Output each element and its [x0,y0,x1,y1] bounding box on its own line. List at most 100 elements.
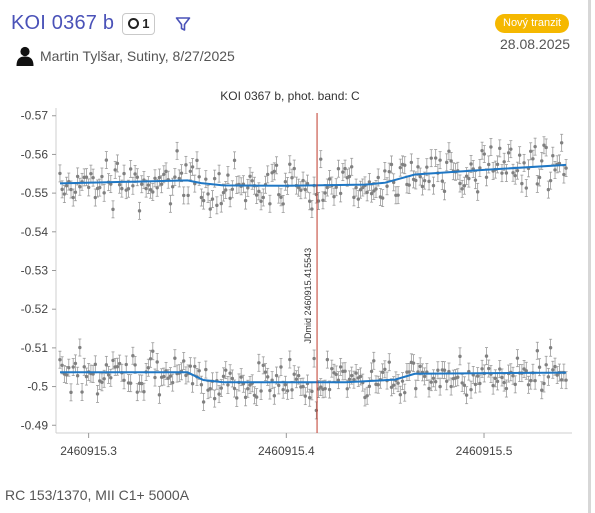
data-point [347,377,352,382]
data-point [184,373,188,378]
data-point [533,144,537,149]
data-point [354,371,358,375]
data-point [325,185,330,190]
data-point [195,158,199,163]
data-point [126,187,131,191]
data-point [429,380,433,384]
observation-count-button[interactable]: 1 [122,12,156,35]
data-point [131,354,135,358]
data-point [111,207,115,212]
data-point [336,378,341,382]
data-point [246,186,250,190]
data-point [564,378,568,382]
data-point [542,143,546,147]
data-point [84,175,89,179]
data-point [327,177,332,181]
data-point [349,373,354,378]
data-point [433,156,438,160]
data-point [462,383,467,388]
data-point [418,174,422,179]
data-point [261,363,265,368]
data-point [153,375,157,380]
data-point [208,207,212,211]
data-point [361,185,365,190]
data-point [460,381,464,385]
data-point [199,195,204,200]
data-point [217,392,221,396]
data-point [173,356,177,360]
data-point [449,384,453,389]
data-point [140,381,144,386]
data-point [71,365,75,369]
data-point [166,376,170,380]
data-point [380,370,385,375]
data-point [272,394,277,398]
data-point [115,161,120,166]
data-point [495,162,500,167]
data-point [310,207,314,211]
data-point [500,375,504,380]
y-tick-label: -0.53 [21,264,49,278]
data-point [316,199,321,203]
data-point [283,383,288,387]
data-point [106,373,111,377]
data-point [151,190,155,194]
data-point [115,365,120,369]
data-point [215,203,219,208]
y-tick-label: -0.57 [21,109,49,123]
data-point [422,374,427,379]
transit-title-link[interactable]: KOI 0367 b [11,12,115,34]
data-point [157,175,162,180]
data-point [380,196,385,200]
data-point [266,172,270,177]
data-point [204,177,208,181]
data-point [515,168,520,173]
data-point [535,182,540,186]
data-point [376,175,380,180]
data-point [537,365,542,369]
data-point [502,160,506,164]
data-point [365,190,369,195]
data-point [389,162,394,167]
data-point [458,181,462,186]
data-point [319,157,323,161]
data-point [128,167,133,171]
data-point [190,165,195,169]
data-point [537,175,542,180]
data-point [522,161,526,165]
data-point [279,365,283,369]
data-point [98,185,102,190]
data-point [296,185,301,190]
x-tick-label: 2460915.4 [258,444,315,458]
data-point [396,193,400,197]
data-point [312,356,316,361]
y-tick-label: -0.49 [21,418,49,432]
filter-icon[interactable] [175,16,191,32]
chart-title: KOI 0367 b, phot. band: C [220,89,360,103]
data-point [75,374,80,378]
data-point [509,147,513,151]
data-point [219,201,223,206]
data-point [102,377,106,381]
data-point [124,362,128,367]
data-point [182,359,186,363]
data-point [177,176,181,181]
data-point [86,185,91,190]
data-point [188,364,193,368]
y-tick-label: -0.52 [21,302,49,316]
data-point [307,396,312,400]
data-point [330,366,334,371]
data-point [487,366,491,371]
data-point [438,158,442,162]
data-point [316,387,321,391]
data-point [288,357,292,362]
data-point [524,186,528,190]
data-point [511,171,515,175]
data-point [478,166,482,170]
data-point [281,202,285,206]
data-point [120,186,124,191]
data-point [78,345,82,350]
data-point [162,374,166,379]
data-point [495,379,500,384]
